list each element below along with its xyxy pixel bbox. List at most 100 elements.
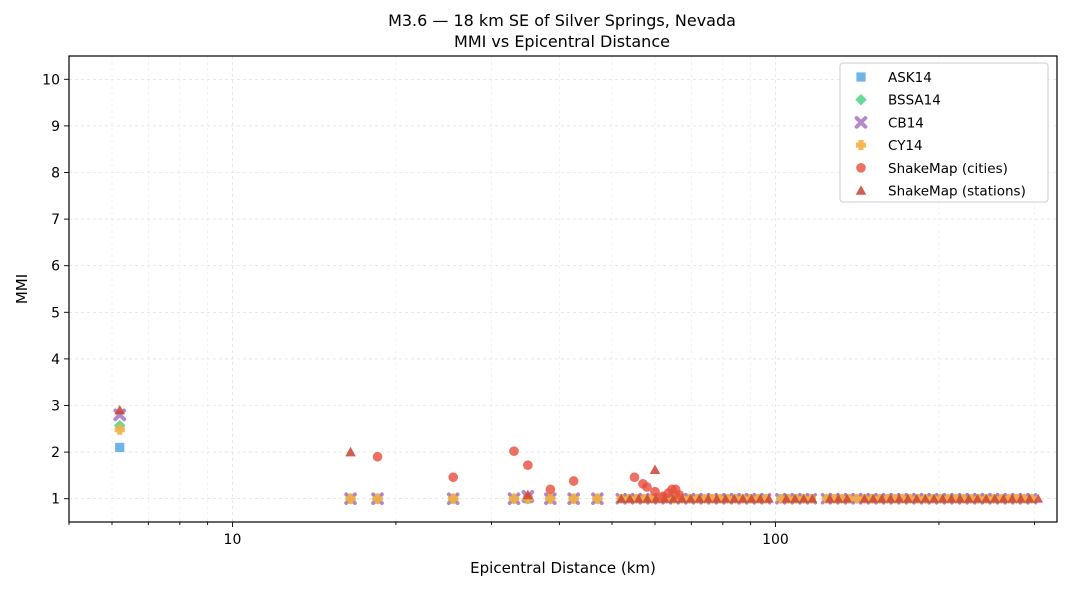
y-tick-label: 8	[51, 166, 60, 182]
band-point	[720, 493, 731, 503]
band-point	[781, 493, 792, 503]
legend-label: ShakeMap (stations)	[888, 184, 1026, 200]
band-point	[946, 493, 957, 503]
band-point	[1016, 493, 1026, 503]
legend-marker	[855, 185, 867, 195]
band-point	[746, 493, 757, 503]
band-point	[911, 493, 922, 503]
band-point	[642, 493, 653, 503]
data-point	[592, 493, 603, 504]
y-tick-label: 10	[42, 72, 60, 88]
legend-label: ShakeMap (cities)	[888, 161, 1008, 177]
legend-label: ASK14	[888, 70, 932, 86]
x-tick-label: 10	[224, 532, 242, 548]
band-point	[998, 493, 1009, 503]
data-point	[568, 493, 579, 504]
legend-marker	[856, 162, 866, 173]
band-point	[852, 494, 862, 504]
series-cy14	[114, 424, 603, 504]
y-tick-label: 6	[51, 259, 60, 275]
band-point	[729, 493, 740, 503]
y-tick-label: 7	[51, 212, 60, 228]
data-point	[650, 486, 660, 497]
data-point	[642, 482, 652, 492]
band-point	[694, 493, 705, 503]
data-point	[448, 493, 459, 504]
data-point	[674, 490, 685, 500]
data-point	[523, 460, 533, 470]
y-tick-label: 5	[51, 305, 60, 321]
data-point	[114, 404, 126, 415]
x-tick-label: 100	[762, 532, 789, 548]
axes: 1 2 3 4 5 6 7 8 9 10 10 100	[42, 72, 1035, 548]
y-tick-label: 9	[51, 119, 60, 135]
data-point	[545, 493, 556, 504]
band-point	[824, 493, 835, 503]
band-point	[798, 493, 809, 503]
band-point	[764, 493, 774, 503]
data-point	[114, 424, 125, 435]
band-point	[868, 493, 879, 503]
y-tick-label: 3	[51, 399, 60, 415]
data-point	[372, 451, 383, 462]
band-point	[937, 493, 948, 503]
band-point	[877, 493, 887, 503]
legend-label: CB14	[888, 115, 924, 131]
band-point	[616, 493, 627, 503]
data-point	[509, 446, 519, 456]
band-point	[807, 493, 818, 503]
legend-marker	[855, 93, 867, 106]
band-point	[685, 493, 696, 503]
data-point	[522, 489, 534, 500]
band-point	[668, 493, 679, 503]
chart-title: M3.6 — 18 km SE of Silver Springs, Nevad…	[388, 11, 736, 30]
band-point	[790, 493, 800, 503]
data-point	[345, 493, 356, 504]
band-point	[842, 493, 852, 503]
band-point	[903, 493, 913, 503]
data-point	[508, 493, 520, 504]
band-point	[920, 493, 931, 503]
legend-box	[839, 62, 1049, 203]
plot-frame	[68, 55, 1058, 523]
data-point	[448, 472, 459, 483]
band-point	[625, 493, 635, 503]
band-point	[885, 493, 896, 503]
band-point	[859, 493, 870, 503]
band-point	[1033, 493, 1044, 503]
series-shakemap-stations-	[114, 404, 661, 500]
band-point	[955, 493, 965, 503]
band-point	[833, 493, 844, 503]
x-axis-label: Epicentral Distance (km)	[470, 559, 656, 577]
legend: ASK14 BSSA14 CB14 CY14 ShakeMap (cities) Shak…	[839, 62, 1049, 203]
data-point	[345, 446, 356, 457]
data-marks	[113, 404, 1044, 506]
legend-label: CY14	[888, 138, 923, 154]
band-point	[755, 493, 766, 503]
band-point	[981, 493, 991, 503]
legend-label: BSSA14	[888, 93, 941, 109]
band-point	[711, 493, 722, 503]
band-point	[963, 493, 974, 503]
legend-marker	[856, 72, 866, 82]
series-shakemap-cities-	[372, 446, 685, 502]
data-point	[545, 484, 556, 495]
data-point	[115, 442, 125, 453]
y-axis-label: MMI	[13, 274, 31, 304]
band-point	[989, 493, 1000, 503]
band-point	[738, 493, 748, 503]
band-point	[1007, 493, 1018, 503]
band-point	[972, 493, 983, 503]
data-point	[568, 476, 579, 486]
band-point	[1024, 493, 1035, 503]
chart-subtitle: MMI vs Epicentral Distance	[454, 32, 670, 51]
band-point	[894, 493, 905, 503]
data-point	[649, 464, 661, 475]
band-point	[651, 493, 661, 503]
y-tick-label: 2	[51, 445, 60, 461]
legend-marker	[854, 116, 868, 129]
y-tick-label: 4	[51, 352, 60, 368]
band-point	[703, 493, 713, 503]
y-tick-label: 1	[51, 492, 60, 508]
